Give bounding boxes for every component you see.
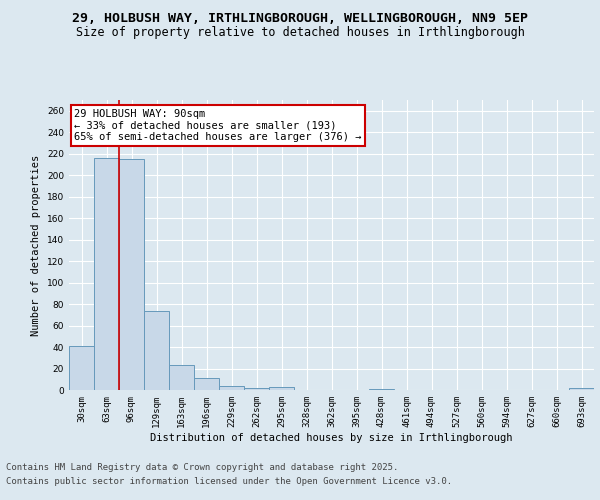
Text: 29 HOLBUSH WAY: 90sqm
← 33% of detached houses are smaller (193)
65% of semi-det: 29 HOLBUSH WAY: 90sqm ← 33% of detached … — [74, 108, 362, 142]
Bar — [194, 378, 219, 390]
Bar — [144, 310, 169, 390]
Bar — [569, 388, 594, 390]
Y-axis label: Number of detached properties: Number of detached properties — [31, 154, 41, 336]
X-axis label: Distribution of detached houses by size in Irthlingborough: Distribution of detached houses by size … — [150, 432, 513, 442]
Bar — [94, 158, 119, 390]
Bar — [244, 388, 269, 390]
Bar — [369, 389, 394, 390]
Text: Contains public sector information licensed under the Open Government Licence v3: Contains public sector information licen… — [6, 478, 452, 486]
Bar — [269, 387, 294, 390]
Text: 29, HOLBUSH WAY, IRTHLINGBOROUGH, WELLINGBOROUGH, NN9 5EP: 29, HOLBUSH WAY, IRTHLINGBOROUGH, WELLIN… — [72, 12, 528, 26]
Bar — [169, 366, 194, 390]
Bar — [69, 346, 94, 390]
Text: Contains HM Land Registry data © Crown copyright and database right 2025.: Contains HM Land Registry data © Crown c… — [6, 462, 398, 471]
Bar — [119, 159, 144, 390]
Bar — [219, 386, 244, 390]
Text: Size of property relative to detached houses in Irthlingborough: Size of property relative to detached ho… — [76, 26, 524, 39]
